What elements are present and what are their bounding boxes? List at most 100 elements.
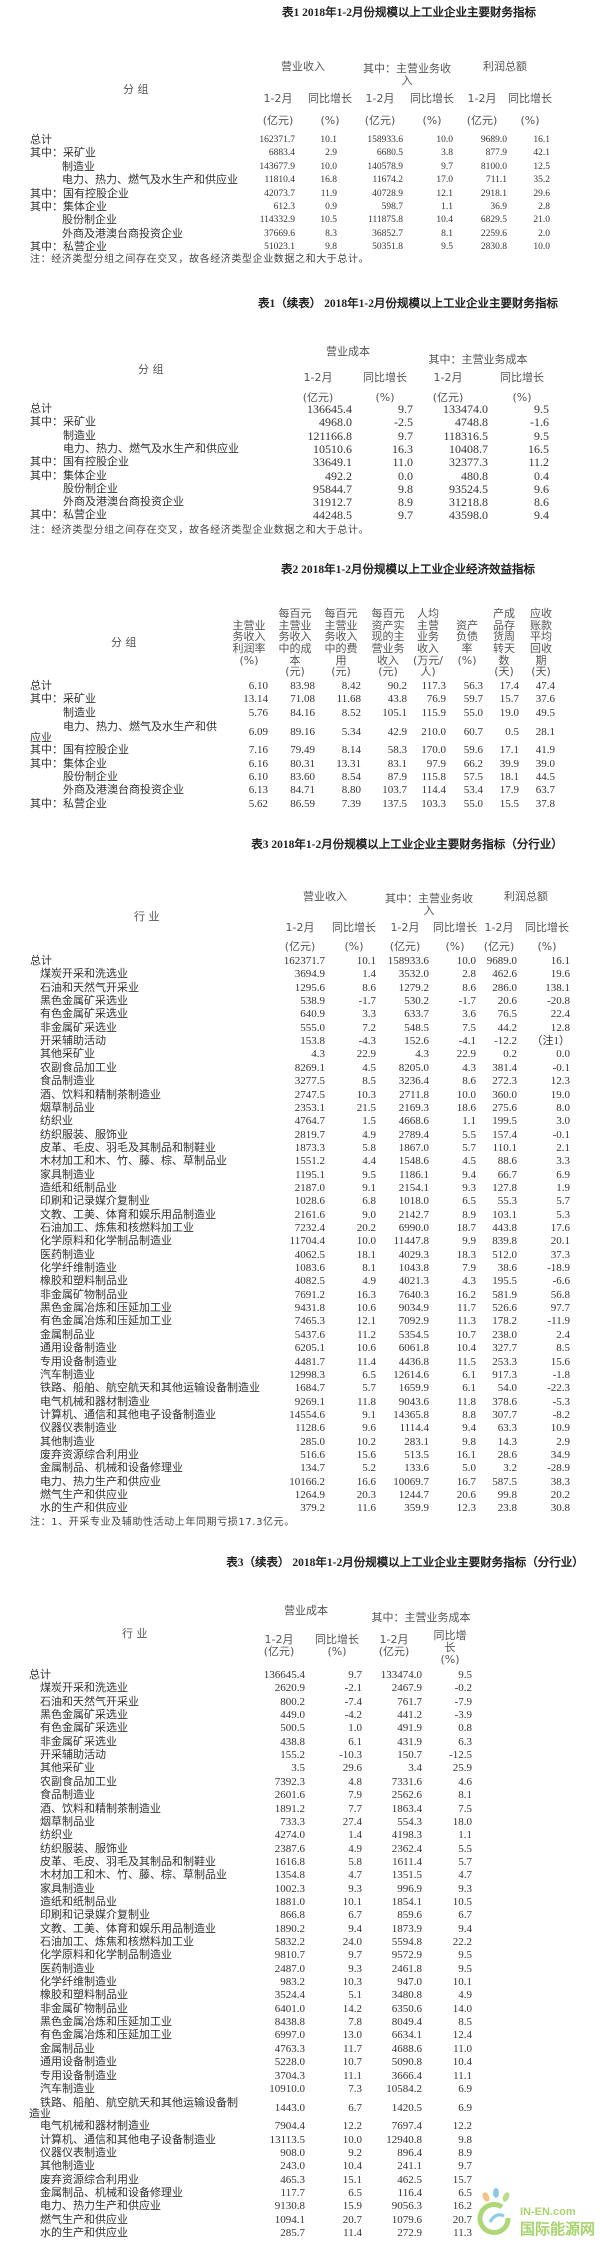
cell-value: 6205.1 (294, 1342, 325, 1355)
cell-value: 18.6 (456, 1101, 476, 1114)
cell-value: 9.5 (458, 1669, 472, 1681)
cell-value: 66.2 (463, 757, 483, 770)
cell-value: 16.1 (533, 135, 550, 145)
table-row: 金属制品业 5437.6 11.2 5354.5 10.7 238.0 2.4 (0, 1328, 600, 1342)
cell-value: 513.5 (404, 1448, 429, 1461)
cell-value: 1128.6 (295, 1422, 325, 1435)
cell-value: 9.7 (398, 402, 413, 416)
cell-value: 612.3 (273, 202, 295, 212)
table-row: 总计 136645.4 9.7 133474.0 9.5 (0, 402, 600, 416)
cell-value: -12.2 (494, 1035, 517, 1048)
table-row: 其中：集体企业 492.2 0.0 480.8 0.4 (0, 469, 600, 483)
cell-value: 140578.9 (367, 161, 403, 172)
cell-value: 1.1 (462, 1115, 476, 1128)
cell-value: 1043.8 (398, 1262, 429, 1275)
cell-value: 8.1 (441, 228, 453, 239)
table-row: 木材加工和木、竹、藤、棕、草制品业 1354.8 4.7 1351.5 4.7 (0, 1868, 600, 1882)
table-row: 金属制品、机械和设备修理业 117.7 6.5 116.4 6.5 (0, 2186, 600, 2200)
table-row: 股份制企业 114332.9 10.5 111875.8 10.4 6829.5 21.0 (0, 213, 600, 227)
row-label: 股份制企业 (62, 213, 117, 227)
table-row: 文教、工美、体育和娱乐用品制造业 1890.2 9.4 1873.9 9.4 (0, 1922, 600, 1936)
row-label: 总计 (30, 679, 52, 692)
cell-value: 491.9 (397, 1722, 422, 1735)
cell-value: 117.3 (421, 680, 446, 692)
cell-value: 4.3 (462, 1275, 476, 1288)
cell-value: 5832.2 (274, 1936, 305, 1948)
cell-value: 7.8 (348, 2016, 362, 2029)
cell-value: -0.1 (552, 1061, 570, 1074)
cell-value: 2154.1 (398, 1181, 429, 1194)
cell-value: 6350.6 (391, 2002, 422, 2015)
cell-value: 2620.9 (274, 1682, 305, 1695)
table3-note: 注：1、开采专业及辅助性活动上年同期亏损17.3亿元。 (30, 1517, 295, 1528)
row-label: 电力、热力生产和供应业 (40, 2199, 161, 2213)
cell-value: 11.8 (457, 1395, 476, 1408)
cell-value: 7465.3 (294, 1315, 325, 1328)
cell-value: 1873.3 (294, 1141, 325, 1154)
cell-value: 1083.6 (294, 1262, 325, 1275)
cell-value: 4748.8 (455, 415, 488, 430)
table-row: 化学原料和化学制品制造业 9810.7 9.7 9572.9 9.5 (0, 1948, 600, 1962)
row-label: 石油加工、炼焦和核燃料加工业 (40, 1221, 194, 1234)
cell-value: 14.2 (342, 2002, 362, 2015)
row-label: 纺织业 (40, 1828, 73, 1842)
cell-value: 8.54 (341, 771, 361, 783)
column-subheader: 同比增长 (363, 371, 407, 384)
cell-value: 9.4 (462, 1168, 476, 1181)
cell-value: 136645.4 (263, 1669, 305, 1681)
cell-value: 633.7 (404, 1008, 429, 1021)
cell-value: 89.16 (290, 725, 315, 738)
cell-value: 3480.8 (391, 1989, 422, 2002)
cell-value: 9.4 (462, 1422, 476, 1435)
table-row: 石油和天然气开采业 1295.6 8.6 1279.2 8.6 286.0 138.1 (0, 981, 600, 995)
cell-value: 283.1 (404, 1435, 429, 1448)
cell-value: 2187.0 (294, 1181, 325, 1194)
cell-value: 10.5 (320, 215, 337, 226)
cell-value: 43598.0 (449, 508, 488, 523)
cell-value: 7.16 (248, 744, 268, 757)
table-row: 文教、工美、体育和娱乐用品制造业 2161.6 9.0 2142.7 8.9 103.1 5… (0, 1208, 600, 1222)
cell-value: 1616.8 (274, 1855, 305, 1868)
cell-value: 5.7 (458, 1855, 472, 1868)
cell-value: 4.9 (348, 1842, 362, 1855)
cell-value: 538.9 (300, 995, 325, 1008)
cell-value: 381.4 (492, 1061, 517, 1074)
cell-value: 2747.5 (294, 1088, 325, 1101)
cell-value: 7640.3 (398, 1288, 429, 1301)
cell-value: 6.7 (458, 1909, 472, 1922)
table1-cont-note: 注：经济类型分组之间存在交叉，故各经济类型企业数据之和大于总计。 (30, 525, 370, 536)
cell-value: 115.8 (421, 771, 446, 783)
row-label: 汽车制造业 (40, 1367, 95, 1381)
table-row: 煤炭开采和洗选业 2620.9 -2.1 2467.9 -0.2 (0, 1681, 600, 1695)
cell-value: 4021.3 (398, 1275, 429, 1288)
table-row: 其中：集体企业 612.3 0.9 598.7 1.1 36.9 2.8 (0, 200, 600, 214)
cell-value: 8.6 (462, 1075, 476, 1088)
cell-value: 97.9 (426, 757, 446, 770)
column-subheader: 1-2月 (285, 921, 315, 934)
cell-value: 10.0 (456, 1088, 476, 1101)
cell-value: 8438.8 (274, 2016, 305, 2029)
cell-value: 6.1 (348, 1735, 362, 1748)
cell-value: 12.4 (452, 2029, 472, 2042)
cell-value: -6.6 (552, 1275, 570, 1288)
row-label: 皮革、毛皮、羽毛及其制品和制鞋业 (40, 1140, 216, 1154)
row-label: 石油和天然气开采业 (40, 980, 139, 994)
row-label: 金属制品业 (40, 1327, 95, 1341)
table-row: 医药制造业 4062.5 18.1 4029.3 18.3 512.0 37.3 (0, 1248, 600, 1262)
row-label: 总计 (30, 954, 52, 967)
column-header: 应收 账款 平均 回收 期 (天) (530, 606, 552, 679)
cell-value: 1611.4 (392, 1855, 422, 1868)
column-unit: (亿元) (389, 940, 421, 953)
table-row: 其他采矿业 4.3 22.9 4.3 22.9 0.2 0.0 (0, 1047, 600, 1061)
cell-value: 56.8 (550, 1288, 570, 1301)
cell-value: 114332.9 (259, 215, 295, 226)
cell-value: 2.4 (556, 1328, 570, 1341)
cell-value: 4436.8 (398, 1355, 429, 1368)
cell-value: 6829.5 (480, 215, 507, 226)
cell-value: 33649.1 (313, 455, 352, 470)
cell-value: 4.4 (362, 1155, 376, 1168)
row-label: 废弃资源综合利用业 (40, 2172, 139, 2186)
cell-value: 59.6 (463, 744, 483, 757)
row-label: 有色金属冶炼和压延加工业 (40, 2028, 172, 2042)
row-label: 制造业 (63, 705, 96, 719)
